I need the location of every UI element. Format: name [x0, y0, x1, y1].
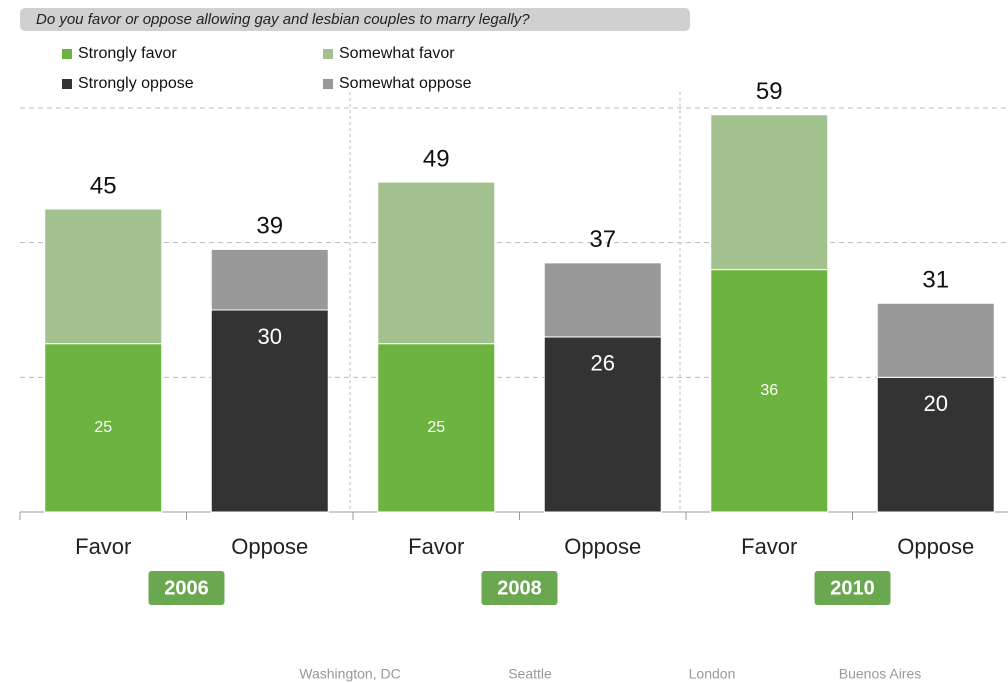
question: Do you favor or oppose allowing gay and … — [36, 11, 530, 28]
legend-label: Somewhat favor — [339, 45, 455, 62]
bar-segment — [210, 309, 329, 513]
segment-label: 36 — [760, 382, 778, 399]
bar-segment — [710, 114, 829, 271]
footer-link: Buenos Aires — [839, 666, 922, 682]
total-label: 31 — [922, 267, 949, 294]
total-label: 37 — [589, 226, 616, 253]
bar-segment — [44, 343, 163, 513]
year-badge — [481, 571, 558, 605]
bar-segment — [377, 181, 496, 345]
segment-label: 20 — [924, 391, 948, 416]
segment-label: 30 — [258, 324, 282, 349]
bar-segment — [876, 302, 995, 378]
x-tick-label: Oppose — [231, 534, 308, 559]
x-tick-label: Favor — [741, 534, 797, 559]
bar-segment — [44, 208, 163, 345]
footer-link: Seattle — [508, 666, 552, 682]
bar-segment — [210, 248, 329, 311]
x-tick-label: Oppose — [897, 534, 974, 559]
year-label: 2008 — [497, 577, 542, 599]
x-tick-label: Oppose — [564, 534, 641, 559]
legend-label: Strongly favor — [78, 45, 177, 62]
legend-label: Somewhat oppose — [339, 75, 472, 92]
segment-label: 25 — [94, 419, 112, 436]
year-label: 2006 — [164, 577, 209, 599]
x-tick-label: Favor — [75, 534, 131, 559]
total-label: 39 — [256, 213, 283, 240]
year-label: 2010 — [830, 577, 875, 599]
legend-swatch — [62, 49, 72, 59]
footer-link: London — [689, 666, 736, 682]
x-tick-label: Favor — [408, 534, 464, 559]
legend-swatch — [62, 79, 72, 89]
total-label: 49 — [423, 145, 450, 172]
total-label: 59 — [756, 78, 783, 105]
question-box — [20, 8, 690, 31]
bar-segment — [876, 376, 995, 513]
year-badge — [148, 571, 225, 605]
footer-link: Washington, DC — [299, 666, 400, 682]
legend-swatch — [323, 49, 333, 59]
bar-segment — [710, 269, 829, 513]
legend-label: Strongly oppose — [78, 75, 194, 92]
total-label: 45 — [90, 172, 117, 199]
legend-swatch — [323, 79, 333, 89]
year-badge — [814, 571, 891, 605]
segment-label: 25 — [427, 419, 445, 436]
segment-label: 26 — [591, 351, 615, 376]
bar-segment — [543, 262, 662, 338]
